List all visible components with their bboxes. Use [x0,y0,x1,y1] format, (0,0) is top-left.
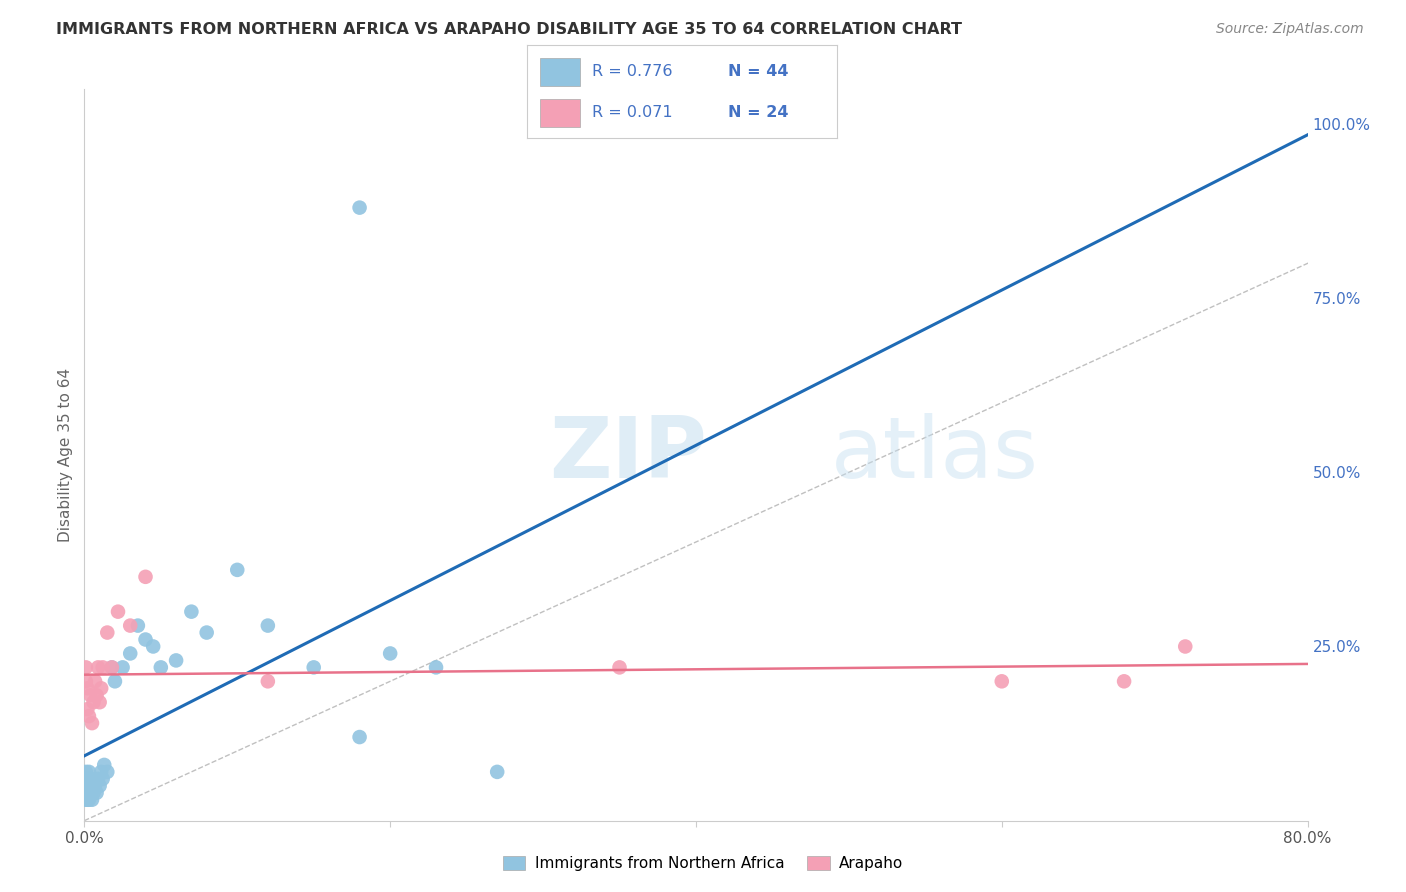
Point [91,660,114,674]
Point [76,793,98,807]
Text: atlas: atlas [831,413,1039,497]
Point [93,758,115,772]
Point [83,695,105,709]
Text: R = 0.776: R = 0.776 [592,64,672,79]
Point [609,660,631,674]
Point [77,709,100,723]
Point [75,793,97,807]
Point [165,653,187,667]
Point [349,730,371,744]
Legend: Immigrants from Northern Africa, Arapaho: Immigrants from Northern Africa, Arapaho [496,849,910,877]
Point [104,674,127,689]
Point [120,618,142,632]
Point [89,779,111,793]
Point [90,681,112,696]
Point [135,632,157,647]
Point [87,660,110,674]
Point [1114,674,1136,689]
Point [425,660,447,674]
Point [101,660,124,674]
Point [84,779,107,793]
Text: Source: ZipAtlas.com: Source: ZipAtlas.com [1216,22,1364,37]
Point [257,618,280,632]
Point [79,688,101,702]
Point [226,563,249,577]
Point [79,786,101,800]
Point [91,772,114,786]
Point [257,674,280,689]
Point [86,786,108,800]
Point [90,764,112,779]
FancyBboxPatch shape [540,99,579,127]
Point [195,625,218,640]
Point [349,201,371,215]
Point [89,695,111,709]
Point [80,716,103,731]
Point [101,660,124,674]
FancyBboxPatch shape [540,58,579,86]
Point [380,647,402,661]
Point [75,779,97,793]
Point [80,779,103,793]
Point [76,786,98,800]
Point [75,764,97,779]
Y-axis label: Disability Age 35 to 64: Disability Age 35 to 64 [58,368,73,542]
Point [96,764,118,779]
Point [75,674,97,689]
Point [77,793,100,807]
Point [77,779,100,793]
Point [75,786,97,800]
Point [302,660,325,674]
Point [75,772,97,786]
Text: ZIP: ZIP [550,413,707,497]
Point [149,660,172,674]
Point [135,570,157,584]
Point [83,786,105,800]
Point [76,681,98,696]
Point [486,764,509,779]
Point [77,764,100,779]
Point [111,660,134,674]
Text: IMMIGRANTS FROM NORTHERN AFRICA VS ARAPAHO DISABILITY AGE 35 TO 64 CORRELATION C: IMMIGRANTS FROM NORTHERN AFRICA VS ARAPA… [56,22,962,37]
Point [96,625,118,640]
Point [180,605,202,619]
Point [76,702,98,716]
Point [75,660,97,674]
Point [1174,640,1197,654]
Text: R = 0.071: R = 0.071 [592,105,673,120]
Point [86,688,108,702]
Point [84,674,107,689]
Point [76,772,98,786]
Point [142,640,165,654]
Point [87,772,110,786]
Point [80,793,103,807]
Point [79,772,101,786]
Point [76,779,98,793]
Point [127,618,149,632]
Point [991,674,1014,689]
Text: N = 44: N = 44 [728,64,789,79]
Point [107,605,129,619]
Text: N = 24: N = 24 [728,105,789,120]
Point [120,647,142,661]
